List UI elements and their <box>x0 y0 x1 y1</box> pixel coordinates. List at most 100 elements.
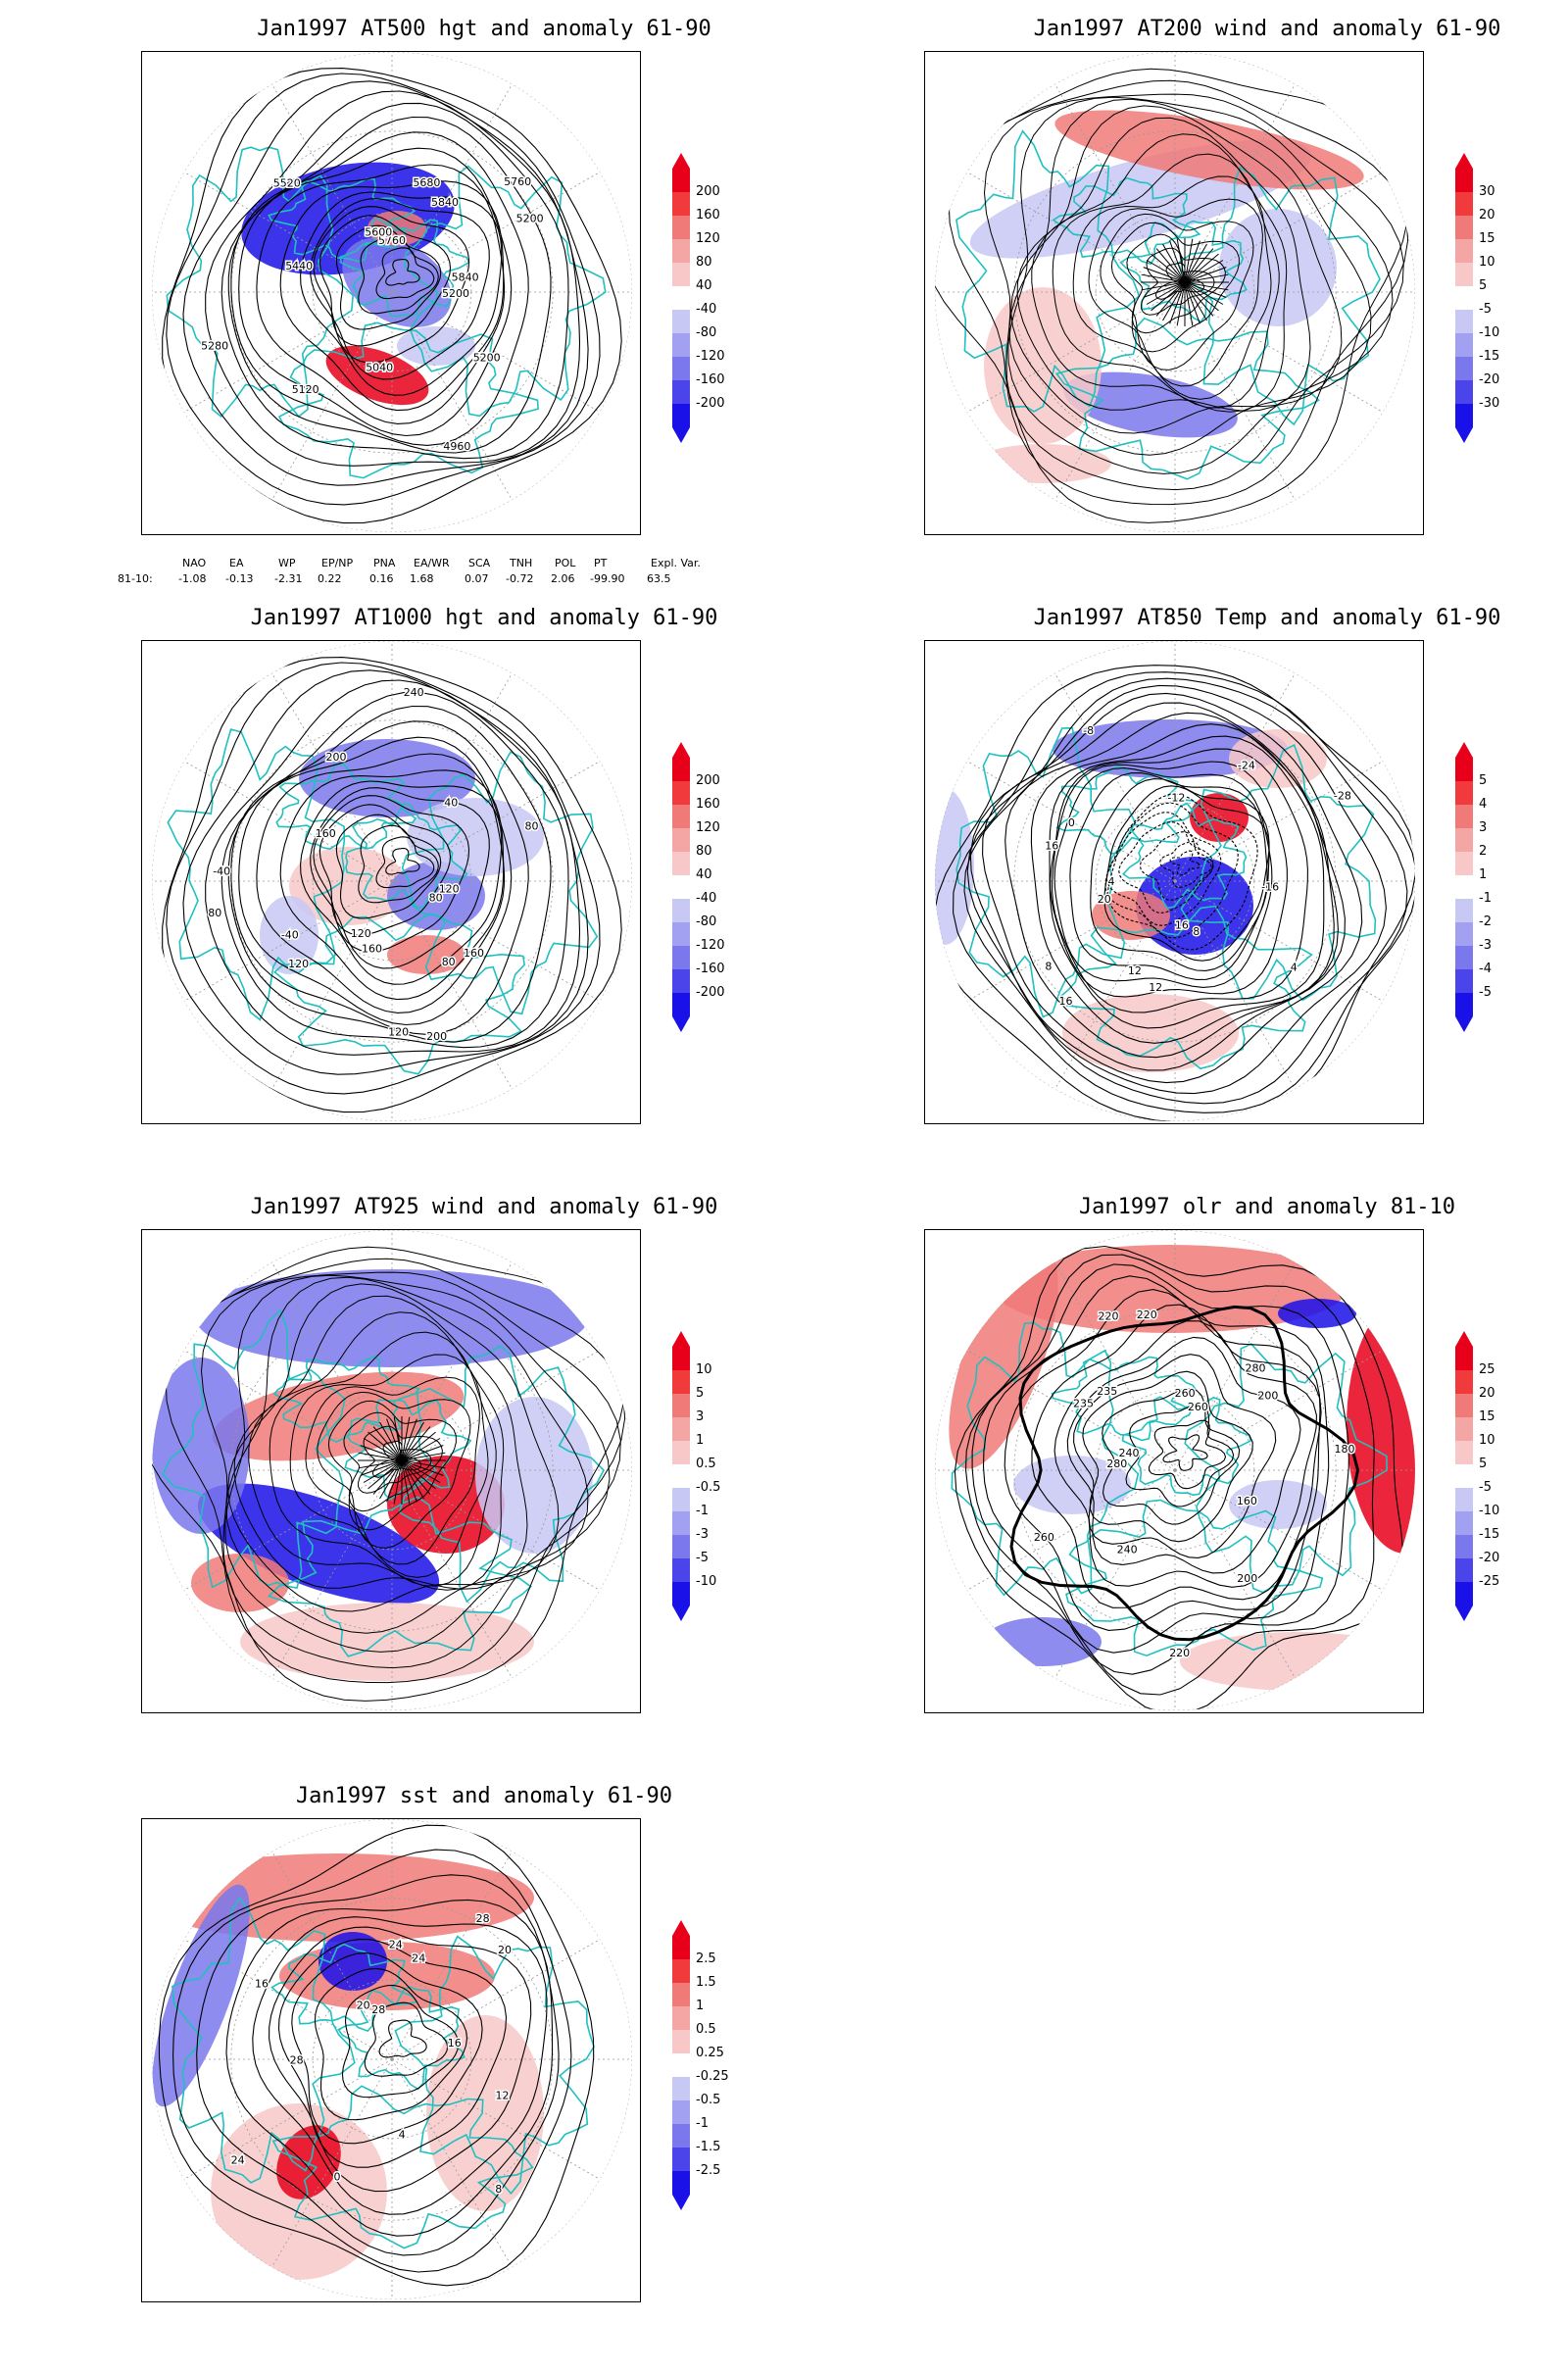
contour-line <box>162 657 622 1113</box>
streamline-spoke <box>393 1459 403 1505</box>
colorbar-swatch <box>672 2148 690 2171</box>
contour-label: 220 <box>1137 1309 1157 1321</box>
teleconnection-value: 0.22 <box>318 572 342 585</box>
graticule-meridian <box>1174 291 1296 501</box>
graticule-circle <box>230 1898 554 2221</box>
colorbar-label: -1 <box>1479 891 1492 906</box>
panel-at850: Jan1997 AT850 Temp and anomaly 61-90 16 1… <box>924 605 1568 1193</box>
contour-lines <box>162 657 622 1113</box>
colorbar-label: 25 <box>1479 1362 1495 1377</box>
contour-label: 5120 <box>292 383 319 396</box>
contour-line <box>335 814 442 919</box>
graticule-meridian <box>391 83 513 293</box>
contour-line <box>1054 1320 1317 1588</box>
colorbar-swatch <box>1455 781 1473 805</box>
map-body: 8080120120-40-40160200240408012016020016… <box>152 641 632 1121</box>
streamline-spoke <box>363 1459 403 1483</box>
colorbar-label: 20 <box>1479 208 1495 222</box>
graticule-meridian <box>1174 880 1384 1002</box>
contour-labels: 5760 5840 5200 5200 5200 4960 5040 5120 5280 5440… <box>200 174 545 455</box>
contour-line <box>1104 802 1239 939</box>
colorbar-swatch <box>1455 286 1473 310</box>
anomaly-shading <box>289 847 407 925</box>
contour-line <box>1102 1388 1241 1525</box>
coastline <box>1119 220 1248 323</box>
contour-line <box>277 1938 508 2168</box>
colorbar-swatch <box>1455 1417 1473 1441</box>
streamline <box>317 1391 471 1549</box>
coastline <box>345 803 468 909</box>
contour-label: 80 <box>208 907 221 919</box>
colorbar-swatch <box>1455 946 1473 969</box>
colorbar-arrow-bottom <box>1455 1605 1473 1621</box>
streamline-spoke <box>1184 281 1200 324</box>
colorbar-arrow-top <box>1455 1331 1473 1347</box>
streamline <box>227 1283 560 1612</box>
colorbar-label: 2 <box>1479 844 1488 859</box>
contour-label: 160 <box>1237 1495 1257 1507</box>
streamlines <box>152 1246 626 1702</box>
anomaly-shading <box>279 1942 495 2010</box>
graticule-meridian <box>183 880 393 1002</box>
map-body <box>935 52 1415 532</box>
contour-line <box>385 258 420 286</box>
graticule-meridian <box>1174 83 1296 293</box>
colorbar-label: 1 <box>1479 867 1488 882</box>
colorbar-swatches <box>1455 153 1473 443</box>
graticule-meridian <box>183 1939 393 2060</box>
streamline-spoke <box>1143 281 1186 298</box>
streamline-spoke <box>1184 281 1224 305</box>
graticule-meridian <box>271 291 393 501</box>
graticule <box>152 641 632 1121</box>
colorbar-swatch <box>1455 899 1473 922</box>
colorbar-label: -2.5 <box>696 2163 721 2178</box>
colorbar-label: 1.5 <box>696 1975 716 1990</box>
panel-olr: Jan1997 olr and anomaly 81-10 240 235 220 2… <box>924 1194 1568 1782</box>
streamline <box>1072 175 1272 400</box>
graticule-meridian <box>391 2058 513 2268</box>
streamline-spoke <box>1151 281 1186 312</box>
colorbar-swatch <box>1455 993 1473 1016</box>
graticule-meridian <box>966 291 1176 413</box>
colorbar-swatch <box>672 2171 690 2195</box>
colorbar-label: 120 <box>696 820 720 835</box>
polar-map <box>152 1230 632 1710</box>
streamline <box>1007 96 1394 474</box>
colorbar-swatch <box>672 2077 690 2100</box>
colorbar-swatch <box>1455 216 1473 239</box>
coastline <box>1051 1356 1197 1442</box>
streamline-spoke <box>368 1431 403 1461</box>
contour-label: 4 <box>1291 961 1298 973</box>
graticule-meridian <box>183 2058 393 2180</box>
colorbar-swatch <box>672 286 690 310</box>
graticule-meridian <box>1054 291 1176 501</box>
contour-label: -12 <box>1167 792 1185 805</box>
colorbar-label: -40 <box>696 302 717 317</box>
colorbar-label: -0.5 <box>696 1480 721 1495</box>
coastline <box>1176 166 1381 426</box>
colorbar-label: -15 <box>1479 349 1500 364</box>
contour-label: 4 <box>399 2129 406 2142</box>
teleconnection-row-label: 81-10: <box>118 572 153 585</box>
graticule-meridian <box>391 1939 601 2060</box>
streamline <box>343 1411 443 1512</box>
graticule-meridian <box>391 1261 513 1471</box>
colorbar-label: -5 <box>1479 302 1492 317</box>
anomaly-shading <box>325 345 429 406</box>
streamline-spoke <box>1184 281 1227 298</box>
streamline <box>983 93 1404 491</box>
contour-line <box>982 702 1346 1071</box>
streamline <box>200 1271 621 1669</box>
teleconnection-value: 0.07 <box>465 572 489 585</box>
colorbar-arrow-top <box>672 1331 690 1347</box>
contour-line <box>220 102 569 460</box>
contour-label: 16 <box>1045 839 1058 852</box>
contour-label: 200 <box>426 1030 447 1043</box>
colorbar-swatch <box>672 1370 690 1394</box>
contour-label: 5600 <box>365 225 392 238</box>
streamline-spoke <box>1141 281 1186 291</box>
colorbar-swatch <box>1455 875 1473 899</box>
contour-label: 120 <box>351 927 371 940</box>
colorbar: 200 160 120 80 40 -40 -80 -120 -160 -200 <box>670 742 749 1036</box>
contour-label: 20 <box>357 1999 370 2011</box>
